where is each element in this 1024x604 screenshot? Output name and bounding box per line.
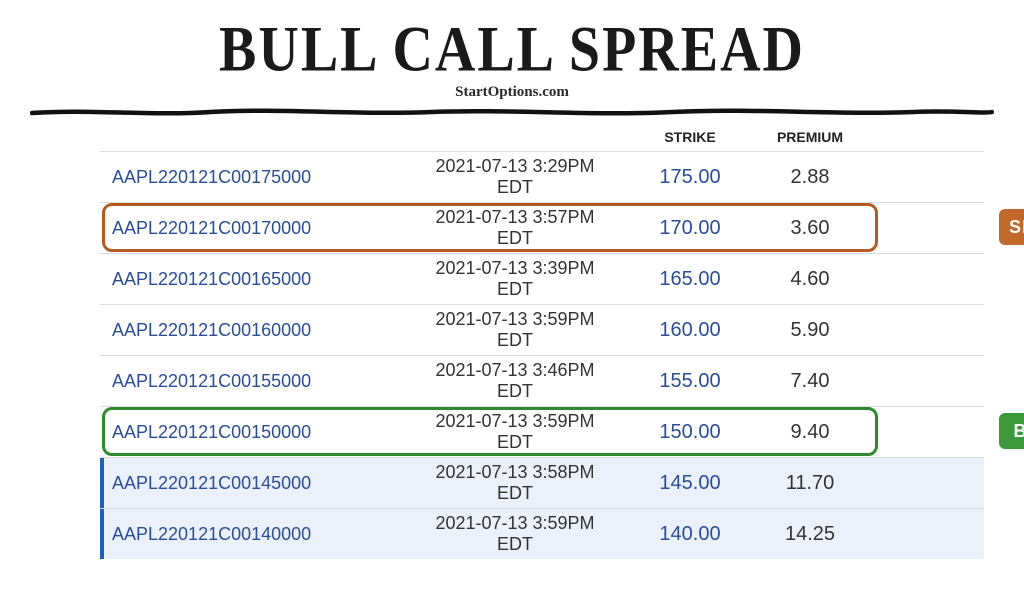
strike-price: 140.00 [630,523,750,546]
table-row[interactable]: AAPL220121C001750002021-07-13 3:29PMEDT1… [100,151,984,202]
strike-price: 165.00 [630,268,750,291]
table-row[interactable]: AAPL220121C001500002021-07-13 3:59PMEDT1… [100,406,984,457]
last-trade-time: 2021-07-13 3:59PMEDT [400,411,630,452]
premium-price: 14.25 [750,523,870,546]
table-body: SELL BUY AAPL220121C001750002021-07-13 3… [100,151,984,559]
last-trade-time: 2021-07-13 3:57PMEDT [400,207,630,248]
option-symbol[interactable]: AAPL220121C00140000 [100,524,400,545]
premium-price: 3.60 [750,217,870,240]
buy-badge: BUY [999,413,1024,449]
options-table: STRIKE PREMIUM SELL BUY AAPL220121C00175… [100,125,984,559]
strike-price: 160.00 [630,319,750,342]
strike-price: 170.00 [630,217,750,240]
option-symbol[interactable]: AAPL220121C00155000 [100,371,400,392]
table-header-row: STRIKE PREMIUM [100,125,984,151]
option-symbol[interactable]: AAPL220121C00150000 [100,422,400,443]
last-trade-time: 2021-07-13 3:58PMEDT [400,462,630,503]
header-premium: PREMIUM [750,129,870,145]
table-row[interactable]: AAPL220121C001650002021-07-13 3:39PMEDT1… [100,253,984,304]
last-trade-time: 2021-07-13 3:29PMEDT [400,156,630,197]
last-trade-time: 2021-07-13 3:59PMEDT [400,309,630,350]
premium-price: 7.40 [750,370,870,393]
table-row[interactable]: AAPL220121C001400002021-07-13 3:59PMEDT1… [100,508,984,559]
table-row[interactable]: AAPL220121C001550002021-07-13 3:46PMEDT1… [100,355,984,406]
table-row[interactable]: AAPL220121C001600002021-07-13 3:59PMEDT1… [100,304,984,355]
option-symbol[interactable]: AAPL220121C00175000 [100,167,400,188]
strike-price: 145.00 [630,472,750,495]
premium-price: 11.70 [750,472,870,495]
last-trade-time: 2021-07-13 3:39PMEDT [400,258,630,299]
table-row[interactable]: AAPL220121C001700002021-07-13 3:57PMEDT1… [100,202,984,253]
option-symbol[interactable]: AAPL220121C00160000 [100,320,400,341]
last-trade-time: 2021-07-13 3:59PMEDT [400,513,630,554]
hand-drawn-divider [30,107,994,117]
page-title: BULL CALL SPREAD [0,13,1024,87]
premium-price: 5.90 [750,319,870,342]
premium-price: 9.40 [750,421,870,444]
strike-price: 175.00 [630,166,750,189]
strike-price: 150.00 [630,421,750,444]
strike-price: 155.00 [630,370,750,393]
last-trade-time: 2021-07-13 3:46PMEDT [400,360,630,401]
option-symbol[interactable]: AAPL220121C00145000 [100,473,400,494]
sell-badge: SELL [999,209,1024,245]
table-row[interactable]: AAPL220121C001450002021-07-13 3:58PMEDT1… [100,457,984,508]
premium-price: 4.60 [750,268,870,291]
header-strike: STRIKE [630,129,750,145]
option-symbol[interactable]: AAPL220121C00165000 [100,269,400,290]
premium-price: 2.88 [750,166,870,189]
option-symbol[interactable]: AAPL220121C00170000 [100,218,400,239]
